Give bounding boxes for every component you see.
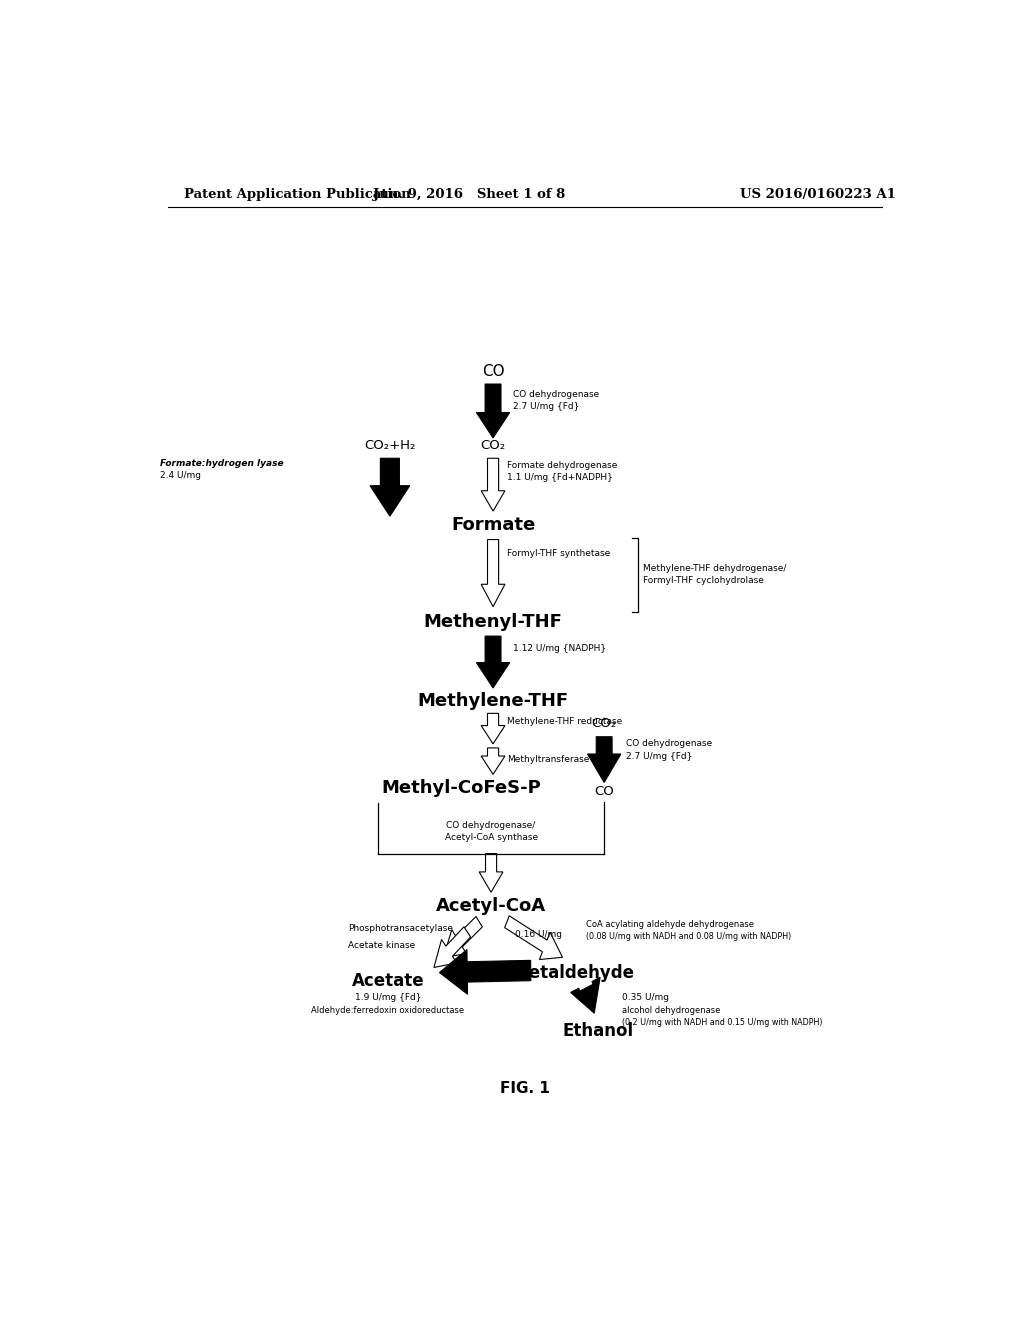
Text: 2.7 U/mg {Fd}: 2.7 U/mg {Fd}	[513, 401, 580, 411]
Text: CO dehydrogenase: CO dehydrogenase	[627, 739, 713, 748]
Text: Formate dehydrogenase: Formate dehydrogenase	[507, 461, 617, 470]
Polygon shape	[588, 737, 621, 783]
Text: Methenyl-THF: Methenyl-THF	[424, 612, 562, 631]
Text: CO₂: CO₂	[592, 717, 616, 730]
Text: Acetyl-CoA: Acetyl-CoA	[436, 898, 546, 916]
Polygon shape	[570, 977, 600, 1014]
Text: (0.2 U/mg with NADH and 0.15 U/mg with NADPH): (0.2 U/mg with NADH and 0.15 U/mg with N…	[622, 1018, 822, 1027]
Text: 2.7 U/mg {Fd}: 2.7 U/mg {Fd}	[627, 751, 693, 760]
Polygon shape	[481, 540, 505, 607]
Text: CO dehydrogenase: CO dehydrogenase	[513, 389, 599, 399]
Text: Acetate kinase: Acetate kinase	[348, 941, 416, 949]
Text: Acetate: Acetate	[351, 972, 424, 990]
Text: CO₂+H₂: CO₂+H₂	[365, 438, 416, 451]
Text: Formate: Formate	[451, 516, 536, 535]
Polygon shape	[481, 458, 505, 511]
Text: Acetyl-CoA synthase: Acetyl-CoA synthase	[444, 833, 538, 842]
Polygon shape	[479, 854, 503, 892]
Text: Methyl-CoFeS-P: Methyl-CoFeS-P	[381, 779, 542, 796]
Text: Methylene-THF dehydrogenase/: Methylene-THF dehydrogenase/	[643, 564, 786, 573]
Text: US 2016/0160223 A1: US 2016/0160223 A1	[740, 189, 896, 202]
Text: CO dehydrogenase/: CO dehydrogenase/	[446, 821, 536, 830]
Text: Formate:hydrogen lyase: Formate:hydrogen lyase	[160, 459, 284, 467]
Text: 1.1 U/mg {Fd+NADPH}: 1.1 U/mg {Fd+NADPH}	[507, 473, 613, 482]
Polygon shape	[481, 748, 505, 775]
Text: Aldehyde:ferredoxin oxidoreductase: Aldehyde:ferredoxin oxidoreductase	[311, 1006, 465, 1015]
Text: CO: CO	[594, 785, 614, 799]
Text: 1.12 U/mg {NADPH}: 1.12 U/mg {NADPH}	[513, 644, 606, 653]
Text: 2.4 U/mg: 2.4 U/mg	[160, 471, 201, 480]
Polygon shape	[370, 458, 410, 516]
Polygon shape	[481, 713, 505, 744]
Text: Methylene-THF: Methylene-THF	[418, 692, 568, 710]
Text: CO: CO	[481, 364, 505, 379]
Text: 0.35 U/mg: 0.35 U/mg	[622, 994, 669, 1002]
Text: FIG. 1: FIG. 1	[500, 1081, 550, 1096]
Polygon shape	[439, 949, 530, 994]
Polygon shape	[476, 384, 510, 438]
Text: Jun. 9, 2016   Sheet 1 of 8: Jun. 9, 2016 Sheet 1 of 8	[373, 189, 565, 202]
Text: Patent Application Publication: Patent Application Publication	[183, 189, 411, 202]
Text: CoA acylating aldehyde dehydrogenase: CoA acylating aldehyde dehydrogenase	[587, 920, 755, 929]
Text: Acetaldehyde: Acetaldehyde	[507, 964, 635, 982]
Text: Formyl-THF cyclohydrolase: Formyl-THF cyclohydrolase	[643, 577, 764, 585]
Text: CO₂: CO₂	[480, 438, 506, 451]
Polygon shape	[476, 636, 510, 688]
Polygon shape	[505, 916, 562, 960]
Text: Phosphotransacetylase: Phosphotransacetylase	[348, 924, 454, 933]
Polygon shape	[434, 927, 471, 968]
Text: alcohol dehydrogenase: alcohol dehydrogenase	[622, 1006, 721, 1015]
Text: Methylene-THF reductase: Methylene-THF reductase	[507, 717, 623, 726]
Text: 1.9 U/mg {Fd}: 1.9 U/mg {Fd}	[354, 994, 421, 1002]
Text: Methyltransferase: Methyltransferase	[507, 755, 590, 763]
Text: 0.16 U/mg: 0.16 U/mg	[515, 931, 562, 940]
Text: (0.08 U/mg with NADH and 0.08 U/mg with NADPH): (0.08 U/mg with NADH and 0.08 U/mg with …	[587, 932, 792, 941]
Text: Ethanol: Ethanol	[562, 1023, 634, 1040]
Polygon shape	[443, 916, 482, 957]
Text: Formyl-THF synthetase: Formyl-THF synthetase	[507, 549, 610, 558]
